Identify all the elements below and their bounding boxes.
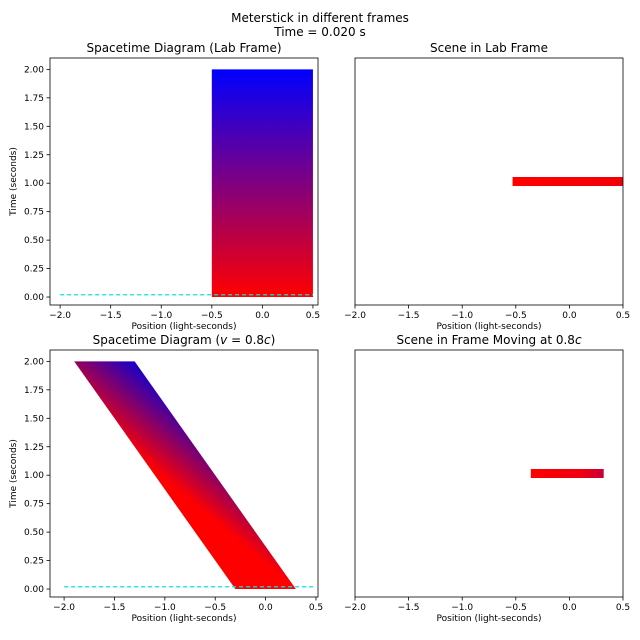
y-tick-label: 0.25 <box>24 557 44 567</box>
x-tick-label: −0.5 <box>505 311 527 321</box>
y-tick-label: 0.75 <box>24 500 44 510</box>
x-tick-label: 0.5 <box>616 311 630 321</box>
x-tick-label: 0.0 <box>258 603 273 613</box>
x-tick-label: −0.5 <box>204 603 226 613</box>
x-tick-label: −1.5 <box>100 311 122 321</box>
axes-title: Spacetime Diagram (Lab Frame) <box>86 41 281 55</box>
y-tick-label: 0.00 <box>24 585 44 595</box>
x-tick-label: −2.0 <box>53 603 75 613</box>
x-tick-label: −1.5 <box>104 603 126 613</box>
x-axis-label: Position (light-seconds) <box>437 322 542 332</box>
x-tick-label: −1.0 <box>150 311 172 321</box>
x-tick-label: −2.0 <box>344 311 366 321</box>
x-tick-label: 0.5 <box>309 603 323 613</box>
x-tick-label: −1.5 <box>398 311 420 321</box>
x-tick-label: −1.0 <box>451 311 473 321</box>
y-tick-label: 1.50 <box>24 414 44 424</box>
y-tick-label: 1.50 <box>24 122 44 132</box>
worldtube-region <box>74 361 296 590</box>
figure-title-line1: Meterstick in different frames <box>231 11 409 25</box>
y-axis-label: Time (seconds) <box>9 439 19 509</box>
y-tick-label: 0.50 <box>24 236 44 246</box>
y-tick-label: 1.00 <box>24 179 44 189</box>
x-tick-label: −1.0 <box>154 603 176 613</box>
axes-title: Scene in Frame Moving at 0.8c <box>396 333 581 347</box>
x-tick-label: −1.5 <box>398 603 420 613</box>
x-tick-label: 0.0 <box>562 311 577 321</box>
y-tick-label: 0.00 <box>24 293 44 303</box>
figure-title-line2: Time = 0.020 s <box>273 25 365 39</box>
meterstick-bar <box>530 469 604 478</box>
x-tick-label: 0.5 <box>616 603 630 613</box>
x-axis-label: Position (light-seconds) <box>132 322 237 332</box>
y-tick-label: 0.75 <box>24 208 44 218</box>
y-tick-label: 1.00 <box>24 471 44 481</box>
y-tick-label: 1.75 <box>24 386 44 396</box>
y-tick-label: 2.00 <box>24 65 44 75</box>
y-tick-label: 1.75 <box>24 94 44 104</box>
x-tick-label: 0.5 <box>306 311 320 321</box>
y-tick-label: 0.25 <box>24 265 44 275</box>
scene-moving-axes: Scene in Frame Moving at 0.8c −2.0 −1.5 −1.… <box>344 333 630 624</box>
y-axis-label: Time (seconds) <box>9 147 19 217</box>
spacetime-moving-axes: Spacetime Diagram (v = 0.8c) −2.0 −1.5 −1.0… <box>9 333 323 624</box>
x-tick-label: −0.5 <box>201 311 223 321</box>
meterstick-bar <box>512 177 623 186</box>
axes-frame <box>49 349 319 598</box>
x-axis-label: Position (light-seconds) <box>132 614 237 624</box>
x-tick-label: −2.0 <box>49 311 71 321</box>
y-tick-label: 1.25 <box>24 443 44 453</box>
x-tick-label: 0.0 <box>255 311 270 321</box>
axes-frame <box>354 57 624 306</box>
x-axis-label: Position (light-seconds) <box>437 614 542 624</box>
worldtube-region <box>211 69 313 298</box>
axes-frame <box>354 349 624 598</box>
axes-frame <box>49 57 319 306</box>
axes-title: Spacetime Diagram (v = 0.8c) <box>93 333 276 347</box>
x-tick-label: −2.0 <box>344 603 366 613</box>
x-tick-label: −1.0 <box>451 603 473 613</box>
y-tick-label: 2.00 <box>24 357 44 367</box>
x-tick-label: 0.0 <box>562 603 577 613</box>
scene-lab-axes: Scene in Lab Frame −2.0 −1.5 −1.0 −0.5 0.0 0.5… <box>344 41 630 332</box>
y-tick-label: 1.25 <box>24 151 44 161</box>
x-tick-label: −0.5 <box>505 603 527 613</box>
spacetime-lab-axes: Spacetime Diagram (Lab Frame) −2.0 −1.5 −1.… <box>9 41 320 332</box>
axes-title: Scene in Lab Frame <box>430 41 548 55</box>
y-tick-label: 0.50 <box>24 528 44 538</box>
